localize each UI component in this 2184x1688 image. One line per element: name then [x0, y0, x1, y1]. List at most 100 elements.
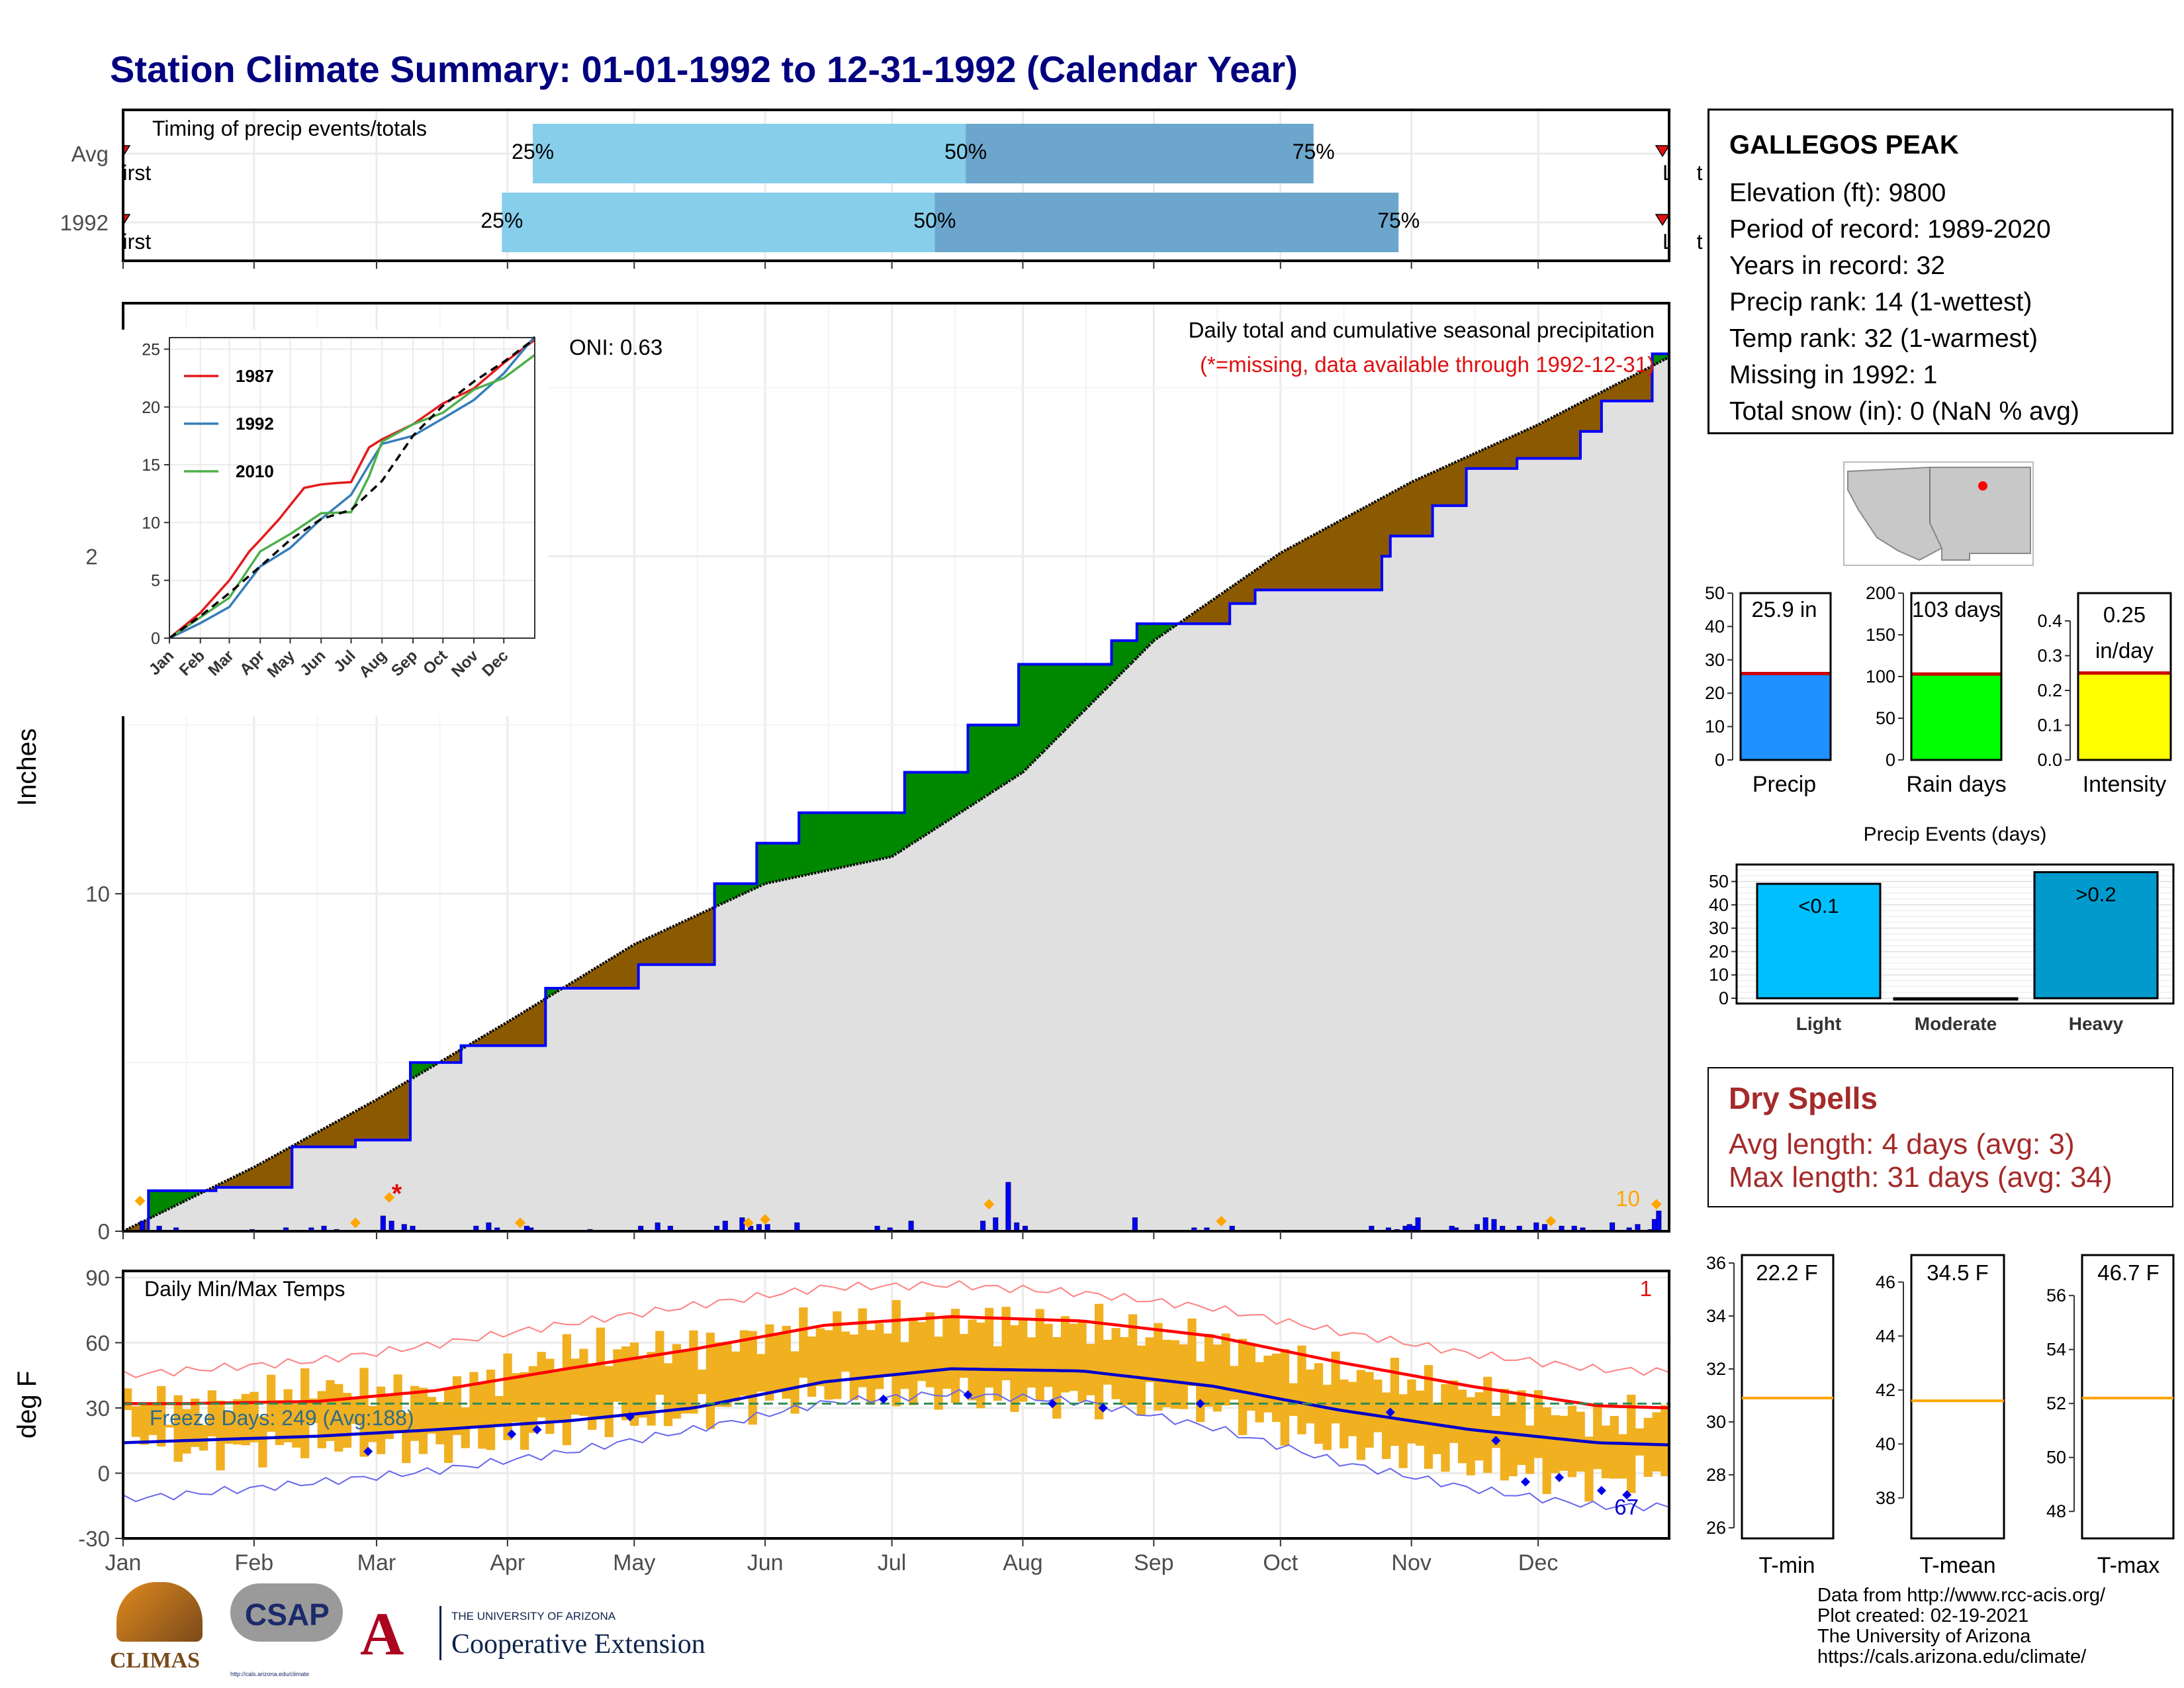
inset-y-tick-label: 5 [151, 572, 160, 590]
daily-temp-bar [1221, 1333, 1230, 1406]
deficit-band [710, 908, 715, 965]
deficit-band [452, 1053, 457, 1063]
last-marker [1655, 214, 1670, 226]
timing-bar-late [934, 193, 1399, 252]
summary-bar [1741, 673, 1831, 760]
temp-summary-y-tick-label: 26 [1706, 1518, 1726, 1538]
daily-temp-bar [1398, 1394, 1408, 1468]
daily-temp-bar [326, 1380, 335, 1441]
record-low-marker [1520, 1477, 1530, 1487]
corner-label: 10 [1615, 1186, 1640, 1211]
deficit-band [1491, 444, 1496, 469]
daily-temp-bar [1525, 1425, 1535, 1474]
deficit-band [267, 1158, 271, 1188]
temp-summary-y-tick-label: 32 [1706, 1359, 1726, 1379]
surplus-band [820, 812, 825, 872]
temp-summary-y-tick-label: 30 [1706, 1412, 1726, 1432]
temp-summary-panel [1910, 1254, 2005, 1540]
surplus-band [1031, 664, 1036, 762]
surplus-band [980, 725, 985, 798]
daily-temp-bar [1356, 1370, 1365, 1460]
deficit-band [1196, 610, 1201, 624]
temp-summary-value-label: 46.7 F [2097, 1260, 2160, 1285]
daily-temp-bar [182, 1409, 191, 1454]
inset-series-1992 [169, 336, 536, 639]
daily-temp-bar [478, 1383, 487, 1449]
deficit-band [592, 968, 597, 988]
deficit-band [1402, 485, 1408, 536]
daily-temp-bar [1103, 1339, 1113, 1385]
surplus-band [900, 812, 905, 850]
deficit-band [1567, 408, 1572, 459]
daily-temp-bar [655, 1331, 664, 1395]
daily-temp-bar [410, 1385, 420, 1441]
surplus-band [1099, 664, 1104, 694]
surplus-band [1652, 353, 1657, 365]
summary-y-tick-label: 30 [1705, 650, 1725, 670]
footer-line: https://cals.arizona.edu/climate/ [1817, 1646, 2087, 1667]
deficit-band [1643, 369, 1649, 401]
surplus-band [1170, 624, 1175, 628]
deficit-band [1555, 414, 1560, 459]
surplus-band [1010, 725, 1015, 779]
deficit-band [512, 1018, 517, 1046]
event-marker [384, 1192, 395, 1203]
deficit-band [1588, 397, 1594, 432]
surplus-band [1005, 725, 1011, 782]
daily-temp-bar [1128, 1314, 1138, 1404]
event-marker [1651, 1199, 1662, 1210]
surplus-band [410, 1062, 415, 1079]
deficit-band [1314, 533, 1319, 590]
deficit-band [482, 1035, 487, 1046]
temp-summary-bars: 26 28 30 32 34 36 22.2 F T-min 38 40 42 44 46 34.5 F T… [1706, 1253, 2175, 1578]
daily-precip-bar [980, 1221, 986, 1232]
surplus-band [1145, 624, 1150, 647]
summary-category-label: Intensity [2083, 772, 2167, 797]
deficit-band [338, 1119, 343, 1147]
clip-left [44, 110, 122, 261]
daily-temp-bar [1019, 1320, 1028, 1402]
deficit-band [359, 1107, 365, 1141]
deficit-band [241, 1172, 246, 1188]
deficit-band [1500, 441, 1505, 469]
daily-temp-bar [799, 1307, 808, 1378]
surplus-band [427, 1062, 432, 1068]
daily-temp-bar [714, 1342, 723, 1407]
daily-temp-bar [765, 1324, 774, 1401]
daily-temp-bar [1449, 1380, 1459, 1443]
record-low-marker [1596, 1485, 1606, 1495]
deficit-band [1208, 601, 1214, 624]
surplus-band [794, 843, 799, 877]
deficit-band [1365, 506, 1370, 590]
event-marker [350, 1217, 361, 1229]
deficit-band [283, 1149, 289, 1188]
deficit-band [313, 1133, 318, 1147]
record-low-marker [1555, 1473, 1565, 1483]
surplus-band [1014, 725, 1019, 776]
deficit-band [629, 945, 635, 988]
deficit-band [300, 1140, 306, 1147]
deficit-band [1361, 508, 1366, 590]
surplus-band [739, 883, 745, 895]
surplus-band [782, 843, 787, 880]
summary-y-tick-label: 0 [1715, 750, 1725, 770]
csap-logo: CSAP http://cals.arizona.edu/climate [230, 1583, 349, 1683]
deficit-band [621, 951, 627, 988]
deficit-band [1390, 492, 1395, 536]
station-line: Temp rank: 32 (1-warmest) [1729, 324, 2038, 353]
deficit-band [1457, 459, 1463, 506]
precip-note: (*=missing, data available through 1992-… [1200, 352, 1655, 377]
surplus-band [989, 725, 994, 793]
station-line: Years in record: 32 [1729, 252, 1945, 280]
deficit-band [250, 1168, 255, 1188]
daily-temp-bar [1272, 1353, 1281, 1423]
timing-label-50: 50% [944, 140, 987, 164]
deficit-band [136, 1224, 141, 1231]
deficit-band [672, 925, 677, 965]
surplus-band [769, 843, 774, 882]
deficit-band [1614, 384, 1619, 401]
dry-spells-title: Dry Spells [1729, 1081, 1878, 1115]
surplus-band [946, 772, 952, 820]
event-marker [1545, 1215, 1557, 1227]
deficit-band [1242, 577, 1248, 604]
